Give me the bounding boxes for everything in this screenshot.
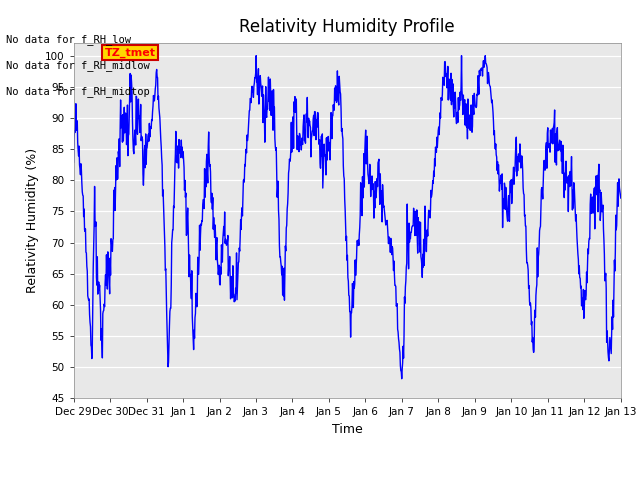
Text: No data for f_RH_midlow: No data for f_RH_midlow	[6, 60, 150, 71]
X-axis label: Time: Time	[332, 423, 363, 436]
Title: Relativity Humidity Profile: Relativity Humidity Profile	[239, 18, 455, 36]
Y-axis label: Relativity Humidity (%): Relativity Humidity (%)	[26, 148, 40, 293]
Text: TZ_tmet: TZ_tmet	[104, 48, 156, 58]
Text: No data for f_RH_midtop: No data for f_RH_midtop	[6, 86, 150, 97]
Text: No data for f_RH_low: No data for f_RH_low	[6, 34, 131, 45]
